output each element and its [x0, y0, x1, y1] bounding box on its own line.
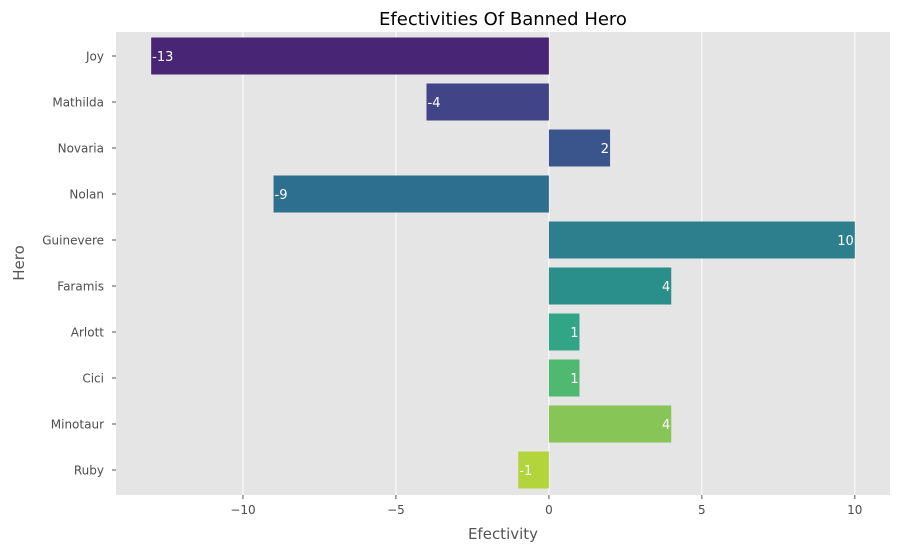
- bar-nolan: [273, 175, 549, 213]
- bar-value-label: -4: [428, 96, 441, 111]
- bar-value-label: -13: [152, 50, 173, 65]
- bar-cici: [548, 359, 580, 397]
- x-axis-title: Efectivity: [468, 525, 538, 543]
- y-tick-label: Faramis: [57, 280, 104, 294]
- bar-joy: [151, 37, 549, 75]
- bar-faramis: [548, 267, 672, 305]
- bar-labels: -13 -4 2 -9 10 4 1 1 4 -1: [152, 50, 854, 479]
- x-tick-label: 0: [545, 503, 553, 517]
- bar-value-label: 10: [837, 234, 854, 249]
- y-tick-label: Minotaur: [51, 418, 104, 432]
- x-tick-label: −5: [387, 503, 405, 517]
- bars: [151, 37, 855, 489]
- y-tick-label: Ruby: [74, 464, 104, 478]
- bar-ruby: [518, 451, 549, 489]
- y-tick-label: Novaria: [58, 142, 104, 156]
- y-axis-ticks: Joy Mathilda Novaria Nolan Guinevere Faramis A…: [42, 50, 116, 478]
- y-tick-label: Cici: [82, 372, 104, 386]
- y-tick-label: Joy: [85, 50, 104, 64]
- y-tick-label: Guinevere: [42, 234, 104, 248]
- y-tick-label: Nolan: [69, 188, 104, 202]
- bar-value-label: -1: [519, 464, 532, 479]
- y-tick-label: Arlott: [71, 326, 105, 340]
- bar-value-label: 1: [570, 372, 578, 387]
- bar-value-label: -9: [275, 188, 288, 203]
- bar-novaria: [548, 129, 611, 167]
- x-axis-ticks: −10 −5 0 5 10: [230, 495, 862, 517]
- y-axis-title: Hero: [10, 245, 28, 281]
- y-tick-label: Mathilda: [52, 96, 104, 110]
- x-tick-label: 5: [698, 503, 706, 517]
- bar-value-label: 4: [662, 280, 670, 295]
- bar-minotaur: [548, 405, 672, 443]
- bar-value-label: 4: [662, 418, 670, 433]
- bar-value-label: 1: [570, 326, 578, 341]
- bar-arlott: [548, 313, 580, 351]
- bar-mathilda: [426, 83, 549, 121]
- x-tick-label: −10: [230, 503, 255, 517]
- bar-guinevere: [548, 221, 855, 259]
- bar-value-label: 2: [601, 142, 609, 157]
- chart-title: Efectivities Of Banned Hero: [379, 9, 627, 30]
- x-tick-label: 10: [847, 503, 862, 517]
